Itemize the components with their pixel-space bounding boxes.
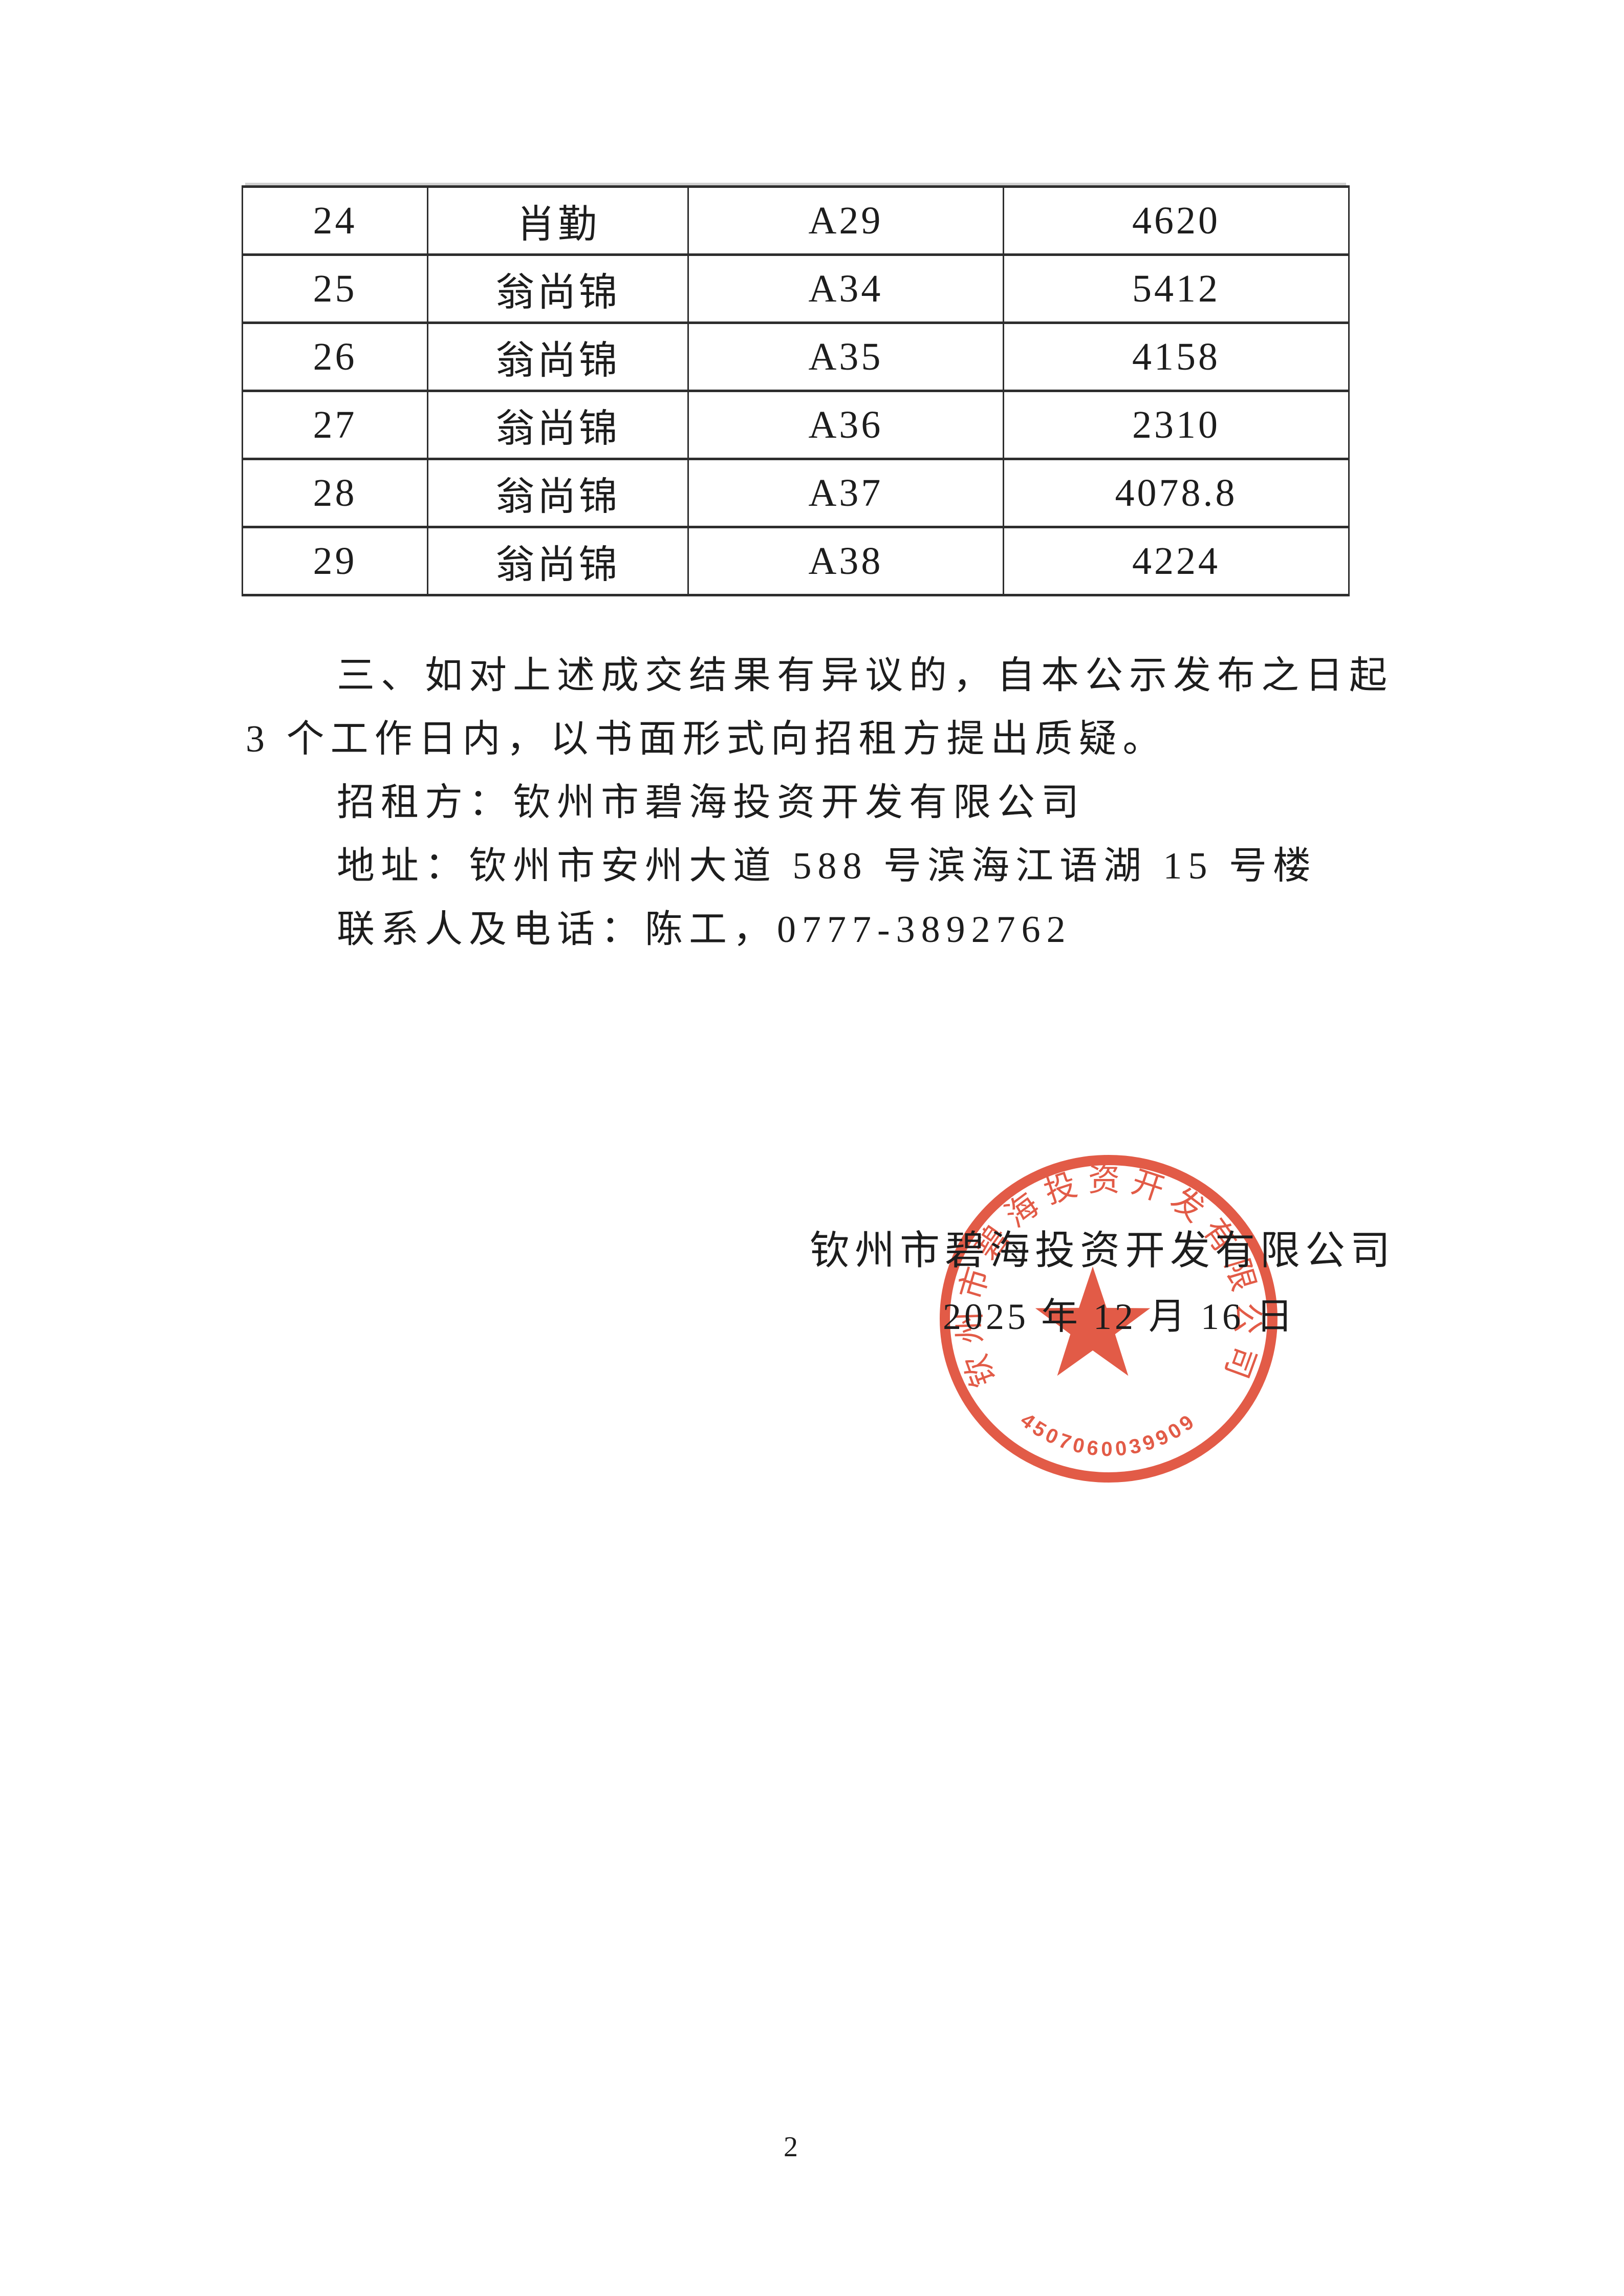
- table-row: 29 翁尚锦 A38 4224: [242, 526, 1350, 596]
- result-table: 24 肖勤 A29 4620 25 翁尚锦 A34 5412 26 翁尚锦 A3…: [242, 185, 1350, 596]
- cell-bidder: 翁尚锦: [427, 253, 689, 324]
- cell-stall: A34: [687, 253, 1004, 324]
- cell-bidder: 肖勤: [427, 185, 689, 256]
- cell-seq: 26: [242, 321, 428, 392]
- page-number: 2: [784, 2131, 798, 2163]
- table-row: 28 翁尚锦 A37 4078.8: [242, 458, 1350, 528]
- table-row: 27 翁尚锦 A36 2310: [242, 390, 1350, 460]
- seal-serial: 4507060039909: [1016, 1409, 1201, 1461]
- cell-seq: 28: [242, 458, 428, 528]
- cell-bidder: 翁尚锦: [427, 321, 689, 392]
- notice-paragraph: 三、如对上述成交结果有异议的，自本公示发布之日起 3 个工作日内，以书面形式向招…: [246, 644, 1418, 961]
- cell-amount: 4078.8: [1003, 458, 1350, 528]
- cell-stall: A36: [687, 390, 1004, 460]
- cell-seq: 29: [242, 526, 428, 596]
- cell-seq: 25: [242, 253, 428, 324]
- cell-seq: 24: [242, 185, 428, 256]
- official-seal: 钦州市碧海投资开发有限公司 4507060039909: [940, 1155, 1277, 1483]
- cell-bidder: 翁尚锦: [427, 458, 689, 528]
- cell-seq: 27: [242, 390, 428, 460]
- cell-amount: 4224: [1003, 526, 1350, 596]
- signature-company-name: 钦州市碧海投资开发有限公司: [810, 1228, 1396, 1273]
- body-line: 联系人及电话：陈工，0777-3892762: [337, 909, 1072, 951]
- body-line: 招租方：钦州市碧海投资开发有限公司: [337, 782, 1085, 824]
- cell-stall: A29: [687, 185, 1004, 256]
- table-row: 25 翁尚锦 A34 5412: [242, 253, 1350, 324]
- seal-star-icon: [1035, 1267, 1151, 1376]
- cell-bidder: 翁尚锦: [427, 526, 689, 596]
- cell-amount: 2310: [1003, 390, 1350, 460]
- cell-stall: A38: [687, 526, 1004, 596]
- cell-stall: A35: [687, 321, 1004, 392]
- signature-date: 2025 年 12 月 16 日: [943, 1296, 1296, 1337]
- body-line: 地址：钦州市安州大道 588 号滨海江语湖 15 号楼: [337, 845, 1317, 887]
- body-line: 3 个工作日内，以书面形式向招租方提出质疑。: [246, 718, 1167, 760]
- cell-amount: 4158: [1003, 321, 1350, 392]
- table-row: 26 翁尚锦 A35 4158: [242, 321, 1350, 392]
- cell-amount: 4620: [1003, 185, 1350, 256]
- cell-amount: 5412: [1003, 253, 1350, 324]
- table-row: 24 肖勤 A29 4620: [242, 185, 1350, 256]
- body-line: 三、如对上述成交结果有异议的，自本公示发布之日起: [337, 655, 1393, 697]
- cell-stall: A37: [687, 458, 1004, 528]
- cell-bidder: 翁尚锦: [427, 390, 689, 460]
- seal-ring: [940, 1155, 1277, 1483]
